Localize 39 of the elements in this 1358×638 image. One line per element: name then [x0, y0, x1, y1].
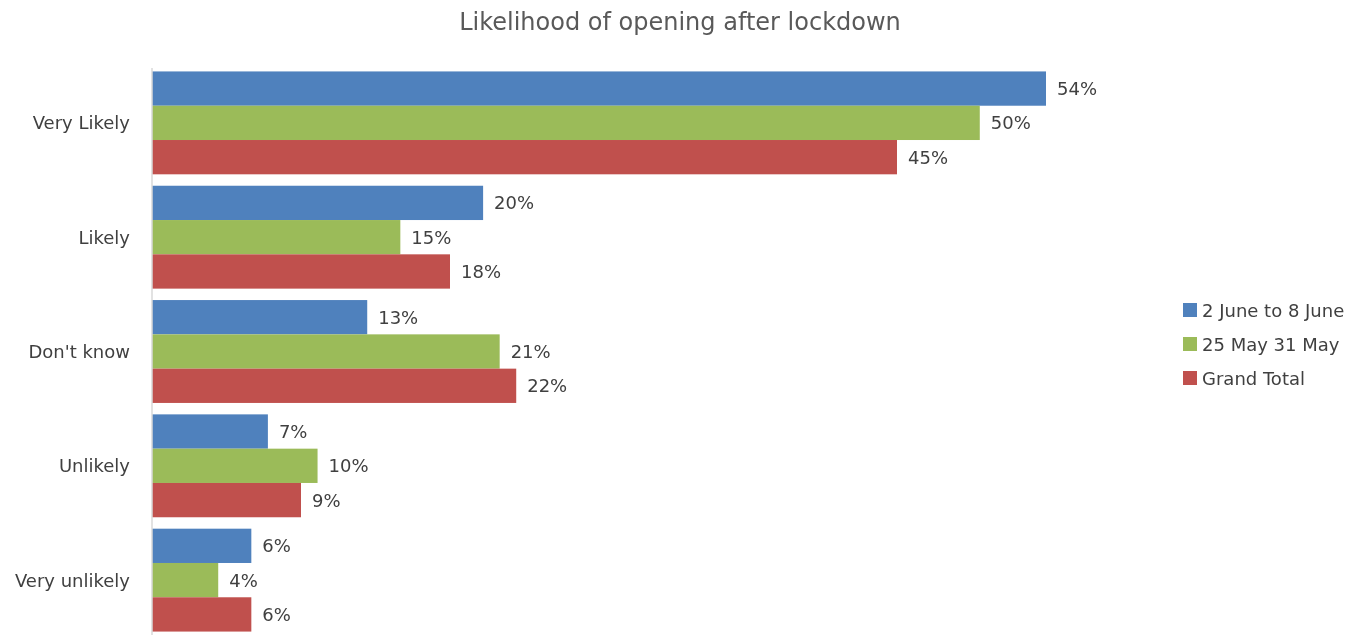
- data-label: 54%: [1057, 78, 1098, 100]
- y-tick-label: Very Likely: [32, 112, 131, 134]
- data-label: 45%: [908, 146, 949, 168]
- data-label: 6%: [262, 535, 291, 557]
- bar: [152, 254, 450, 289]
- data-label: 20%: [494, 192, 535, 214]
- legend-label: 2 June to 8 June: [1202, 299, 1345, 321]
- bar: [152, 300, 368, 335]
- data-label: 4%: [229, 569, 258, 591]
- data-label: 10%: [328, 455, 369, 477]
- data-label: 13%: [378, 306, 419, 328]
- data-label: 7%: [278, 421, 308, 443]
- bar: [152, 482, 301, 518]
- bar: [152, 71, 1046, 106]
- data-label: 9%: [312, 489, 341, 511]
- bar: [152, 414, 268, 449]
- data-label: 50%: [990, 112, 1031, 134]
- bar: [152, 105, 980, 141]
- data-label: 15%: [411, 226, 452, 248]
- bar: [152, 528, 252, 563]
- chart-title: Likelihood of opening after lockdown: [459, 8, 901, 36]
- data-label: 22%: [527, 375, 568, 397]
- y-tick-label: Don't know: [28, 341, 130, 362]
- y-tick-label: Unlikely: [58, 455, 131, 477]
- bar: [152, 562, 219, 598]
- bar: [152, 185, 484, 221]
- y-tick-label: Likely: [78, 226, 131, 248]
- data-label: 18%: [461, 260, 502, 282]
- y-tick-label: Very unlikely: [14, 569, 131, 591]
- bar: [152, 220, 401, 255]
- bar: [152, 368, 517, 403]
- bar: [152, 597, 252, 632]
- data-label: 21%: [510, 341, 551, 362]
- bar: [152, 140, 897, 175]
- bar: [152, 448, 318, 483]
- data-label: 6%: [262, 603, 291, 625]
- legend-label: 25 May 31 May: [1202, 333, 1340, 355]
- bar: [152, 334, 500, 369]
- legend-label: Grand Total: [1202, 367, 1305, 389]
